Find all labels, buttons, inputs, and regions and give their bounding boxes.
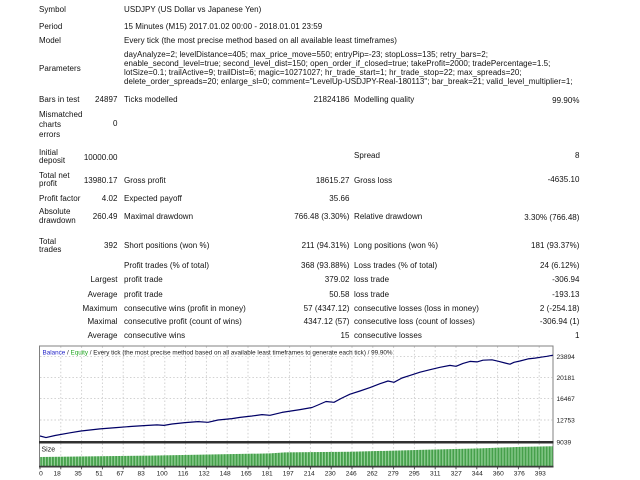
svg-text:295: 295 <box>409 471 420 478</box>
svg-text:0: 0 <box>39 471 43 478</box>
svg-text:35: 35 <box>74 471 82 478</box>
svg-text:116: 116 <box>178 471 189 478</box>
svg-text:Size: Size <box>42 447 56 454</box>
svg-text:18: 18 <box>53 471 61 478</box>
svg-text:20181: 20181 <box>557 375 576 382</box>
svg-text:262: 262 <box>367 471 378 478</box>
svg-text:214: 214 <box>304 471 315 478</box>
svg-text:100: 100 <box>157 471 168 478</box>
svg-text:311: 311 <box>430 471 441 478</box>
svg-text:181: 181 <box>262 471 273 478</box>
svg-text:51: 51 <box>95 471 103 478</box>
svg-text:9039: 9039 <box>557 439 572 446</box>
svg-text:279: 279 <box>388 471 399 478</box>
svg-text:Balance / Equity / Every tick: Balance / Equity / Every tick (the most … <box>43 349 393 356</box>
svg-text:148: 148 <box>220 471 231 478</box>
svg-text:12753: 12753 <box>557 417 576 424</box>
svg-text:376: 376 <box>514 471 525 478</box>
svg-text:197: 197 <box>283 471 294 478</box>
svg-text:246: 246 <box>346 471 357 478</box>
svg-text:393: 393 <box>535 471 546 478</box>
svg-text:23894: 23894 <box>557 354 576 361</box>
svg-text:230: 230 <box>325 471 336 478</box>
svg-text:327: 327 <box>451 471 462 478</box>
svg-text:344: 344 <box>472 471 483 478</box>
svg-text:67: 67 <box>116 471 124 478</box>
svg-text:132: 132 <box>199 471 210 478</box>
svg-text:360: 360 <box>493 471 504 478</box>
svg-text:83: 83 <box>137 471 145 478</box>
svg-text:16467: 16467 <box>557 396 576 403</box>
svg-text:165: 165 <box>241 471 252 478</box>
